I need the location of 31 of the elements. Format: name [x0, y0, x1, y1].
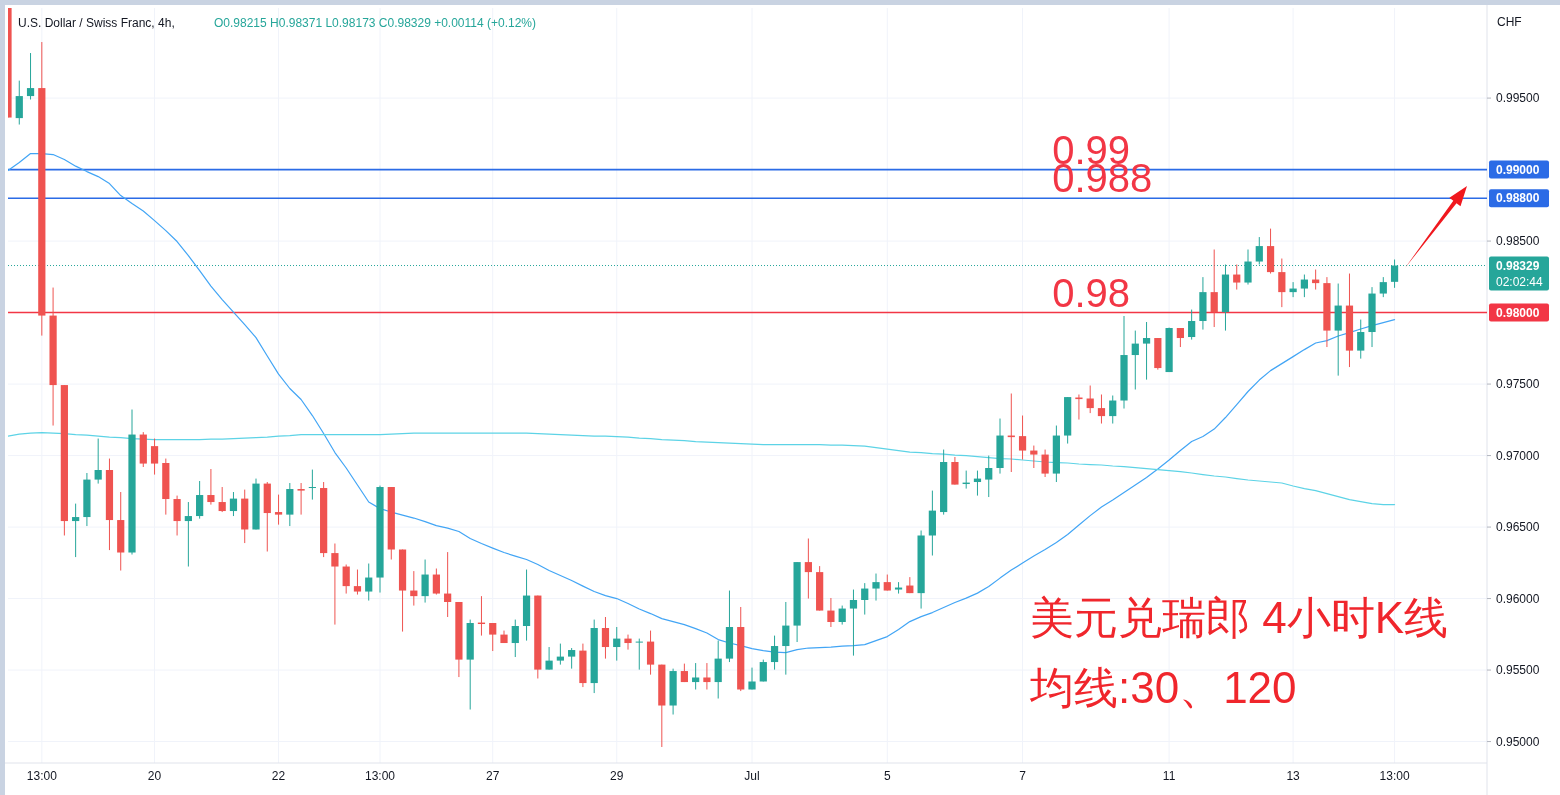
y-tick-label: 0.99500 [1496, 91, 1540, 106]
y-tick-label: 0.98500 [1496, 234, 1540, 249]
ref-line-label: 0.98800 [1496, 191, 1540, 206]
line-series [8, 431, 1396, 506]
x-tick-label: 13:00 [364, 769, 396, 783]
x-tick-label: 13 [1286, 769, 1301, 783]
annotation: 均线:30、120 [1028, 663, 1297, 712]
ref-line-label: 0.99000 [1496, 162, 1540, 177]
y-tick-label: 0.96000 [1496, 591, 1540, 606]
y-tick-label: 0.96500 [1496, 520, 1540, 535]
annotation: 0.98 [1052, 270, 1131, 315]
y-tick-label: 0.95000 [1496, 734, 1540, 749]
text: U.S. Dollar / Swiss Franc, 4h, [18, 16, 175, 30]
x-tick-label: 29 [610, 769, 624, 783]
x-tick-label: 13:00 [1379, 769, 1410, 783]
x-tick-label: 22 [271, 769, 286, 783]
ref-line-label: 0.98329 02:02:44 [1496, 258, 1544, 289]
annotation: 美元兑瑞郎 4小时K线 [1029, 593, 1449, 642]
x-tick-label: 27 [486, 769, 500, 783]
ref-line-label: 0.98000 [1496, 305, 1540, 320]
x-tick-label: 11 [1162, 769, 1176, 783]
y-axis-title: CHF [1497, 15, 1522, 29]
x-tick-label: 13:00 [26, 769, 58, 783]
x-tick-label: 7 [1019, 769, 1027, 783]
x-tick-label: 20 [147, 769, 162, 783]
y-tick-label: 0.97500 [1496, 377, 1540, 392]
x-tick-label: Jul [744, 769, 760, 783]
y-tick-label: 0.97000 [1496, 448, 1540, 463]
x-tick-label: 5 [883, 769, 891, 783]
text: O0.98215 H0.98371 L0.98173 C0.98329 +0.00114 (+0.12%) [214, 16, 537, 30]
y-tick-label: 0.95500 [1496, 663, 1540, 678]
